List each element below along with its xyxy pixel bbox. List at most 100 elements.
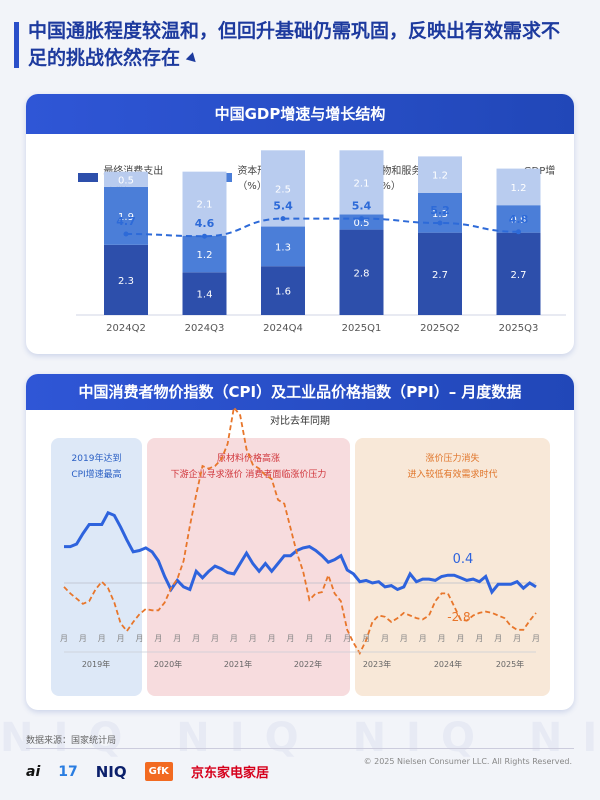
- bar-value-label: 2.8: [354, 268, 370, 279]
- year-label: 2022年: [294, 659, 322, 669]
- ai-logo: ai: [26, 763, 41, 780]
- month-tick-label: 月: [400, 634, 408, 643]
- year-label: 2020年: [154, 659, 182, 669]
- x-tick-label: 2025Q1: [342, 323, 382, 334]
- x-tick-label: 2024Q2: [106, 323, 146, 334]
- gdp-growth-label: 5.4: [352, 200, 372, 213]
- year-label: 2021年: [224, 659, 252, 669]
- month-tick-label: 月: [438, 634, 446, 643]
- bar-segment: [261, 150, 305, 227]
- bar-value-label: 2.7: [511, 270, 527, 281]
- legend-label: 货物和服务净出口（%）: [371, 166, 452, 192]
- month-tick-label: 月: [173, 634, 181, 643]
- month-tick-label: 月: [324, 634, 332, 643]
- bar-value-label: 1.9: [118, 212, 134, 223]
- year-label: 2024年: [434, 659, 462, 669]
- gdp-growth-point: [202, 233, 207, 239]
- bar-segment: [496, 168, 541, 206]
- cpi-ppi-subtitle: 对比去年同期: [270, 416, 330, 427]
- bar-segment: [496, 232, 541, 315]
- year-label: 2025年: [496, 659, 524, 669]
- gdp-card: 中国GDP增速与增长结构 最终消费支出（%） 资本形成总额（%） 货物和服务净出…: [26, 94, 574, 354]
- bar-segment: [339, 214, 384, 230]
- legend-swatch: [78, 172, 99, 182]
- month-tick-label: 月: [79, 634, 87, 643]
- period-zone: [147, 438, 350, 696]
- bar-segment: [339, 229, 384, 315]
- bar-segment: [182, 171, 227, 236]
- bar-value-label: 2.7: [432, 270, 448, 281]
- month-tick-label: 月: [154, 634, 162, 643]
- x-tick-label: 2025Q2: [420, 323, 460, 334]
- x-tick-label: 2024Q3: [185, 323, 225, 334]
- bar-segment: [104, 244, 148, 315]
- month-tick-label: 月: [230, 634, 238, 643]
- month-tick-label: 月: [117, 634, 125, 643]
- bar-segment: [496, 205, 541, 233]
- month-tick-label: 月: [362, 634, 370, 643]
- month-tick-label: 月: [136, 634, 144, 643]
- month-tick-label: 月: [381, 634, 389, 643]
- month-tick-label: 月: [494, 634, 502, 643]
- zone-annotation: 进入较低有效需求时代: [407, 468, 497, 480]
- gdp-growth-label: 5.4: [273, 200, 293, 213]
- bar-segment: [339, 150, 384, 215]
- period-zone: [51, 438, 142, 696]
- x-tick-label: 2024Q4: [263, 323, 303, 334]
- bar-segment: [182, 235, 227, 273]
- month-tick-label: 月: [287, 634, 295, 643]
- bar-value-label: 1.2: [197, 250, 213, 261]
- zone-annotation: CPI增速最高: [71, 468, 121, 480]
- month-tick-label: 月: [513, 634, 521, 643]
- bar-value-label: 1.2: [432, 171, 448, 182]
- cpi-latest-label: 0.4: [453, 552, 474, 567]
- niq-logo: NIQ: [95, 762, 127, 781]
- zone-annotation: 下游企业寻求涨价 消费者面临涨价压力: [171, 468, 327, 480]
- headline: 中国通胀程度较温和，但回升基础仍需巩固，反映出有效需求不足的挑战依然存在: [28, 18, 578, 72]
- bar-value-label: 0.5: [118, 175, 134, 186]
- year-label: 2019年: [82, 659, 110, 669]
- bar-segment: [104, 171, 148, 187]
- cpi-ppi-card: 中国消费者物价指数（CPI）及工业品价格指数（PPI）– 月度数据 对比去年同期…: [26, 374, 574, 710]
- gdp-growth-label: 5.2: [430, 204, 450, 217]
- period-zone: [355, 438, 550, 696]
- month-tick-label: 月: [532, 634, 540, 643]
- bar-value-label: 2.5: [275, 184, 291, 195]
- bar-value-label: 2.3: [118, 276, 134, 287]
- bar-segment: [418, 232, 462, 315]
- month-tick-label: 月: [343, 634, 351, 643]
- footer-divider: [26, 748, 574, 749]
- logo-row: ai 17 NIQ GfK 京东家电家居: [26, 762, 287, 781]
- gdp-growth-label: 4.6: [195, 217, 215, 230]
- gfk-logo: GfK: [144, 762, 173, 781]
- bar-segment: [418, 193, 462, 233]
- gdp-growth-label: 4.7: [116, 215, 136, 228]
- gdp-chart: 2.3 1.9 0.5 2024Q2 1.4 1.2 2.1 2024Q3 1.6 1.3 2.5 2…: [76, 150, 566, 334]
- cpi-ppi-chart-title: 中国消费者物价指数（CPI）及工业品价格指数（PPI）– 月度数据: [26, 374, 574, 410]
- gdp-growth-point: [280, 216, 286, 222]
- bar-value-label: 2.1: [354, 178, 370, 189]
- ppi-line: [63, 405, 537, 656]
- bar-segment: [182, 272, 227, 315]
- gdp-growth-point: [123, 231, 129, 237]
- month-tick-label: 月: [60, 634, 68, 643]
- watermark: NIQ NIQ NIQ NIQ NIQ: [0, 715, 600, 761]
- bar-segment: [261, 226, 305, 267]
- x-tick-label: 2025Q3: [499, 323, 539, 334]
- cpi-line: [64, 510, 537, 596]
- ppi-latest-label: -2.8: [447, 610, 470, 624]
- seventeen-logo: 17: [58, 763, 78, 780]
- month-tick-label: 月: [475, 634, 483, 643]
- headline-accent-bar: [14, 22, 19, 68]
- month-tick-label: 月: [98, 634, 106, 643]
- year-label: 2023年: [363, 659, 391, 669]
- month-tick-label: 月: [249, 634, 257, 643]
- bar-value-label: 0.5: [354, 218, 370, 229]
- triangle-icon: [185, 51, 200, 66]
- gdp-growth-point: [516, 229, 521, 235]
- gdp-growth-point: [437, 220, 443, 226]
- zone-annotation: 2019年达到: [72, 452, 122, 464]
- gdp-growth-label: 4.8: [509, 213, 529, 226]
- bar-value-label: 1.3: [432, 209, 448, 220]
